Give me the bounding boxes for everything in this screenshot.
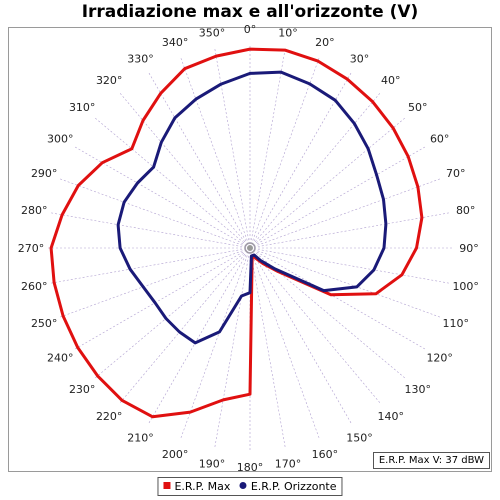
tick-label-180: 180° — [237, 461, 264, 474]
tick-label-150: 150° — [346, 432, 373, 445]
tick-label-240: 240° — [47, 352, 74, 365]
tick-label-80: 80° — [456, 204, 476, 217]
grid-spoke-120 — [249, 247, 426, 350]
legend-swatch-orizzonte — [239, 482, 247, 489]
legend-label-max: E.R.P. Max — [174, 480, 231, 493]
legend: E.R.P. Max E.R.P. Orizzonte — [157, 477, 343, 496]
grid-spoke-150 — [249, 247, 352, 424]
grid-spoke-240 — [74, 247, 251, 350]
grid-spoke-250 — [59, 247, 251, 318]
grid-spoke-170 — [249, 247, 286, 448]
tick-label-30: 30° — [350, 52, 370, 65]
grid-spoke-140 — [249, 247, 381, 404]
legend-label-orizzonte: E.R.P. Orizzonte — [250, 480, 337, 493]
grid-spoke-50 — [249, 117, 406, 249]
grid-spoke-190 — [214, 247, 251, 448]
series-lines — [49, 47, 424, 419]
tick-label-110: 110° — [443, 317, 470, 330]
chart-title: Irradiazione max e all'orizzonte (V) — [81, 2, 419, 22]
grid-spoke-60 — [249, 146, 426, 249]
grid-spoke-100 — [249, 247, 450, 284]
tick-label-330: 330° — [127, 52, 154, 65]
tick-label-350: 350° — [199, 26, 226, 39]
tick-label-10: 10° — [278, 26, 298, 39]
tick-label-60: 60° — [430, 133, 450, 146]
grid-spoke-260 — [50, 247, 251, 284]
grid-spoke-80 — [249, 212, 450, 249]
tick-label-270: 270° — [18, 242, 45, 255]
tick-label-90: 90° — [459, 242, 479, 255]
tick-label-120: 120° — [426, 352, 453, 365]
tick-label-320: 320° — [96, 74, 123, 87]
grid-spoke-70 — [249, 178, 441, 249]
tick-label-190: 190° — [199, 458, 226, 471]
grid-spoke-230 — [94, 247, 251, 379]
grid-spoke-330 — [148, 72, 251, 249]
tick-label-0: 0° — [244, 23, 257, 36]
tick-label-250: 250° — [31, 317, 58, 330]
tick-label-300: 300° — [47, 133, 74, 146]
angle-tick-labels: 0° 10° 20° 30° 40° 50° 60° 70° 80° 90° 100° 110° 120… — [18, 23, 479, 474]
tick-label-50: 50° — [408, 101, 428, 114]
polar-center — [244, 242, 256, 254]
erp-note: E.R.P. Max V: 37 dBW — [372, 452, 490, 469]
legend-item-max: E.R.P. Max — [163, 480, 230, 493]
grid-spoke-310 — [94, 117, 251, 249]
series-line-erp-max — [49, 47, 424, 419]
tick-label-340: 340° — [162, 36, 189, 49]
plot-frame — [8, 27, 492, 472]
legend-swatch-max — [163, 482, 171, 489]
tick-label-260: 260° — [21, 280, 48, 293]
grid-spoke-320 — [119, 92, 251, 249]
legend-item-orizzonte: E.R.P. Orizzonte — [239, 480, 337, 493]
grid-spoke-200 — [180, 247, 251, 439]
grid-spoke-210 — [148, 247, 251, 424]
grid-spoke-220 — [119, 247, 251, 404]
tick-label-220: 220° — [96, 410, 123, 423]
series-line-erp-orizzonte — [116, 70, 388, 345]
grid-spoke-350 — [214, 48, 251, 249]
grid-spoke-290 — [59, 178, 251, 249]
tick-label-100: 100° — [452, 280, 479, 293]
grid-spoke-110 — [249, 247, 441, 318]
grid-spoke-10 — [249, 48, 286, 249]
tick-label-280: 280° — [21, 204, 48, 217]
tick-label-230: 230° — [69, 383, 96, 396]
tick-label-290: 290° — [31, 167, 58, 180]
tick-label-40: 40° — [381, 74, 401, 87]
grid-spoke-160 — [249, 247, 320, 439]
grid-spoke-20 — [249, 57, 320, 249]
tick-label-310: 310° — [69, 101, 96, 114]
grid-spoke-340 — [180, 57, 251, 249]
tick-label-70: 70° — [446, 167, 466, 180]
grid-spoke-280 — [50, 212, 251, 249]
center-marker-0 — [244, 242, 256, 254]
tick-label-210: 210° — [127, 432, 154, 445]
center-marker-1 — [247, 245, 253, 251]
grid-spoke-40 — [249, 92, 381, 249]
tick-label-200: 200° — [162, 448, 189, 461]
tick-label-20: 20° — [315, 36, 335, 49]
tick-label-170: 170° — [275, 458, 302, 471]
polar-grid — [47, 45, 453, 451]
tick-label-130: 130° — [405, 383, 432, 396]
tick-label-160: 160° — [312, 448, 339, 461]
tick-label-140: 140° — [378, 410, 405, 423]
